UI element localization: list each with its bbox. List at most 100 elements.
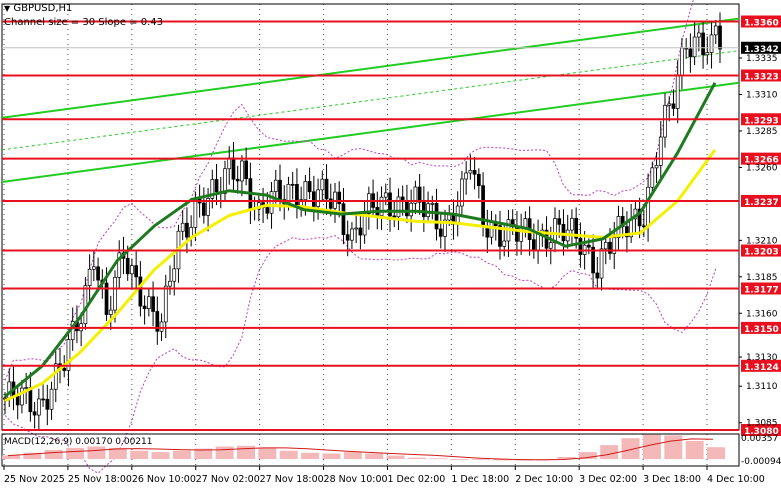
candle-body (476, 173, 481, 187)
candle-body (210, 179, 215, 199)
level-label: 1.3266 (744, 156, 779, 166)
macd-bar (642, 434, 661, 460)
candle-body (138, 276, 143, 307)
candle-body (193, 198, 198, 228)
candle-body (570, 218, 574, 231)
candle-body (83, 285, 88, 325)
y-tick-label: 1.3085 (746, 419, 778, 429)
candle-body (460, 178, 464, 207)
candle-body (316, 189, 320, 207)
y-tick-label: 1.3335 (746, 54, 778, 64)
candle-body (599, 248, 604, 279)
candle-body (667, 103, 672, 106)
candle-body (240, 160, 244, 182)
candle-body (366, 193, 371, 215)
time-axis: 25 Nov 2025 25 Nov 18:00 26 Nov 10:00 27 No… (3, 466, 765, 485)
candle-body (96, 266, 100, 281)
candle-body (3, 397, 7, 400)
candle-body (498, 225, 502, 247)
candle-body (405, 200, 409, 217)
candle-body (705, 52, 710, 56)
x-tick-label: 4 Dec 10:00 (707, 474, 765, 485)
price-levels: 1.3360 1.3323 1.3293 1.3266 1.3237 1.3203 1.31… (2, 15, 781, 437)
level-label-bg (741, 359, 781, 372)
macd-bar (23, 452, 42, 460)
level-label: 1.3177 (744, 285, 779, 295)
candle-body (172, 268, 177, 282)
macd-bar (707, 447, 725, 460)
candle-body (130, 265, 134, 275)
candle-body (108, 309, 113, 315)
price-channel (1, 17, 740, 183)
ma-slow-line (4, 149, 717, 403)
candle-body (341, 203, 346, 236)
macd-bar (472, 459, 490, 460)
y-tick-label: 1.3260 (746, 163, 778, 173)
candle-body (608, 241, 612, 254)
y-tick-label: 1.3185 (746, 273, 778, 283)
candle-body (578, 237, 583, 255)
macd-bar (493, 459, 512, 461)
macd-bar (194, 448, 213, 460)
x-tick-label: 27 Nov 02:00 (196, 474, 260, 485)
candle-body (612, 237, 617, 254)
candle-body (430, 202, 435, 205)
macd-bar (87, 446, 106, 460)
candle-body (265, 207, 270, 214)
candles (3, 12, 722, 430)
candle-body (553, 218, 557, 243)
channel-upper (1, 17, 740, 119)
candle-body (269, 191, 274, 214)
candle-body (591, 246, 595, 274)
macd-bar (66, 447, 85, 460)
candle-body (586, 244, 591, 248)
macd-bar (578, 452, 597, 460)
candle-body (49, 388, 54, 410)
candle-body (489, 222, 494, 238)
candle-body (654, 165, 659, 169)
macd-bar (301, 452, 320, 460)
candle-body (20, 387, 24, 406)
macd-bar (685, 440, 704, 460)
candle-body (696, 32, 701, 38)
level-label-bg (741, 15, 781, 28)
candle-body (113, 277, 117, 311)
macd-bar (621, 438, 640, 460)
candle-body (447, 214, 452, 221)
candle-body (146, 296, 151, 309)
y-tick-label: 1.3285 (746, 127, 778, 137)
macd-bar (130, 450, 149, 460)
macd-bar (407, 457, 426, 460)
candle-body (658, 136, 663, 166)
candle-body (62, 367, 67, 371)
candle-body (718, 25, 722, 50)
macd-bar (279, 450, 298, 460)
x-tick-label: 1 Dec 18:00 (451, 474, 509, 485)
macd-pane: 0.00357 -0.00094 (1, 433, 781, 467)
candle-body (663, 104, 667, 138)
candle-body (675, 75, 680, 109)
candle-body (104, 282, 109, 315)
candle-body (625, 226, 629, 238)
candle-body (307, 181, 312, 193)
candle-body (201, 202, 206, 216)
level-label-bg (741, 69, 781, 82)
candle-body (472, 170, 477, 175)
candle-body (468, 170, 473, 174)
level-label-bg (741, 424, 781, 436)
candle-body (671, 103, 676, 109)
candle-body (155, 311, 160, 332)
candle-body (206, 198, 210, 216)
level-label-bg (741, 194, 781, 207)
macd-bar (664, 435, 683, 460)
candle-body (713, 25, 718, 36)
candle-body (426, 203, 430, 217)
candle-body (646, 186, 650, 227)
macd-bar (343, 452, 362, 460)
level-label: 1.3237 (744, 198, 779, 208)
candle-body (396, 196, 401, 218)
candle-body (41, 398, 45, 401)
candle-body (701, 32, 705, 56)
candle-body (36, 398, 41, 416)
candle-body (311, 191, 316, 207)
